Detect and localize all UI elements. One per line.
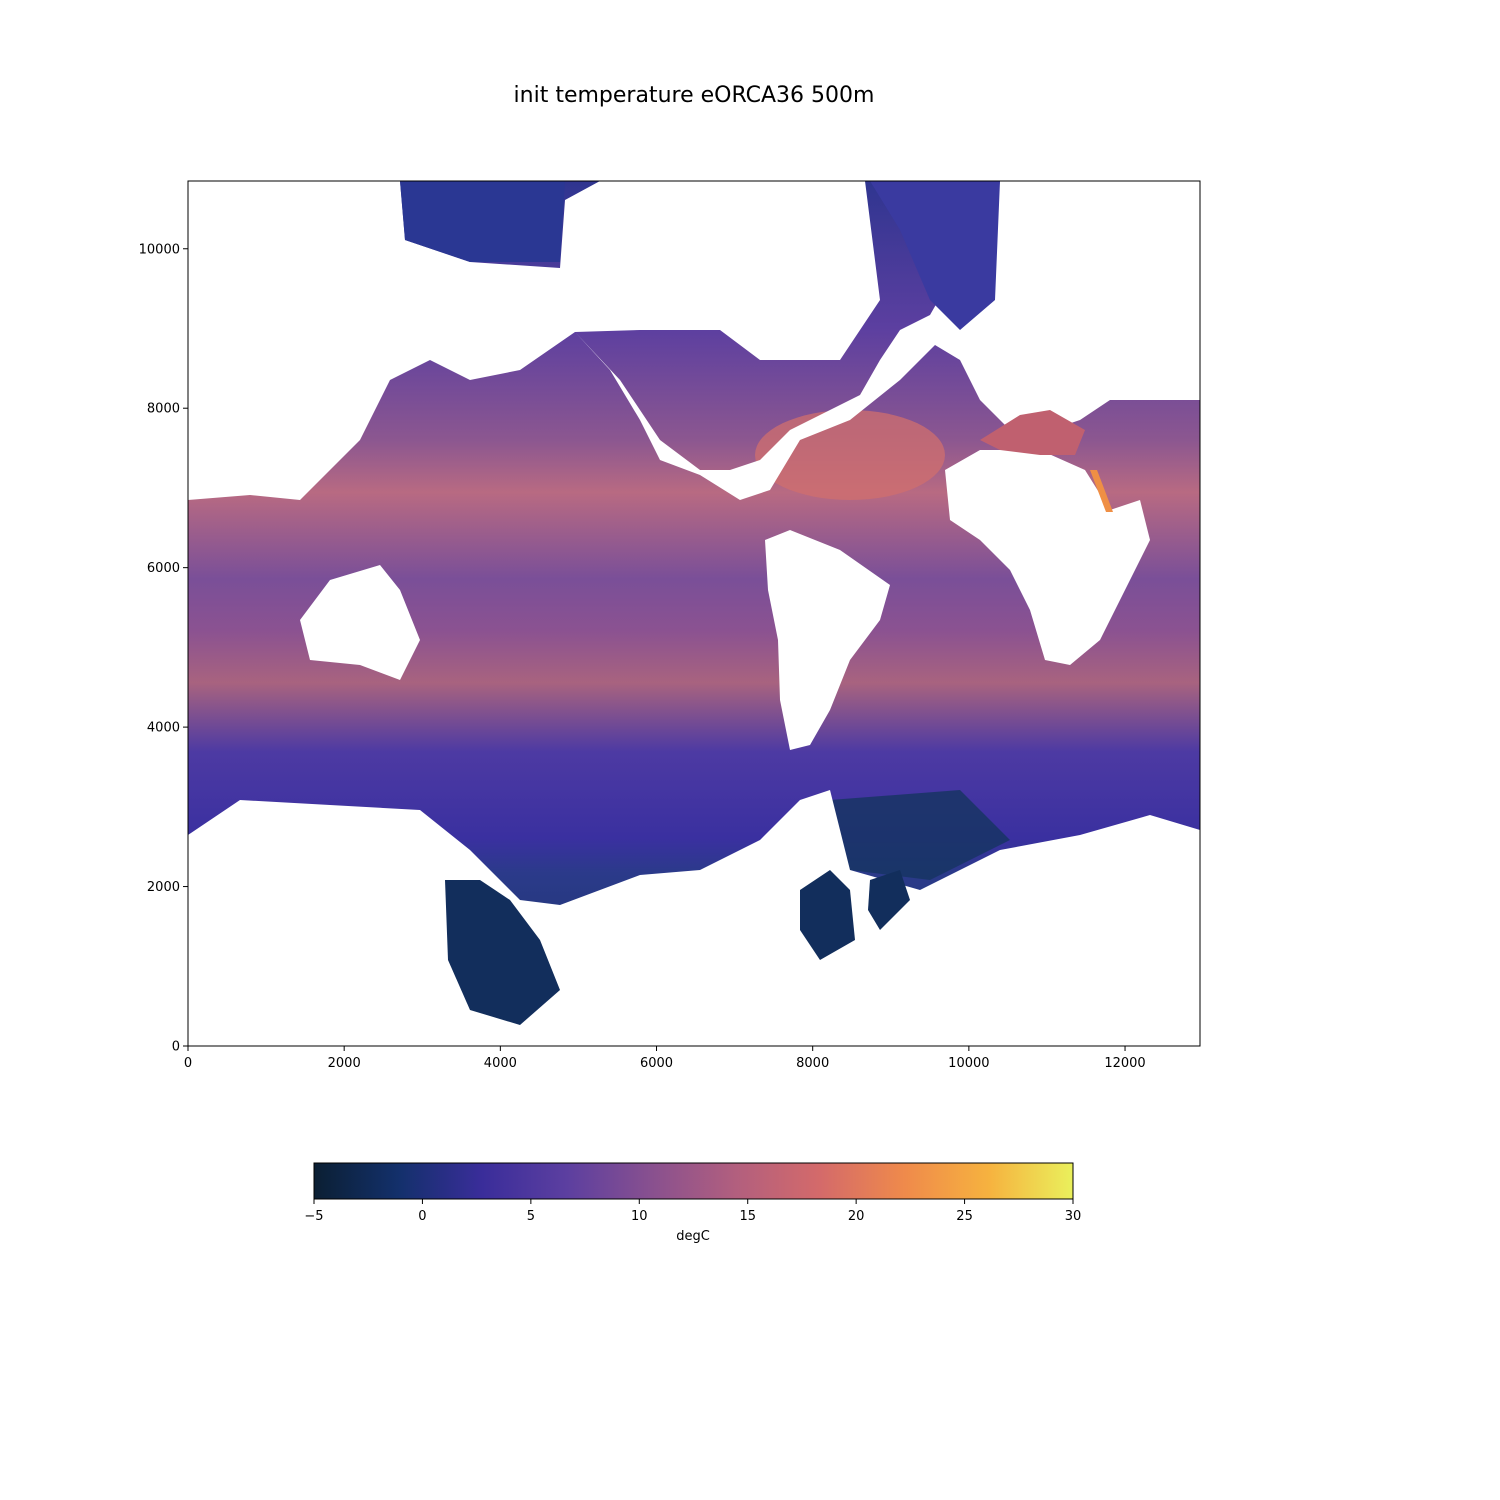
y-tick-label: 10000 — [139, 242, 180, 257]
y-axis: 0 2000 4000 6000 8000 10000 — [139, 242, 188, 1055]
x-tick-label: 12000 — [1104, 1056, 1145, 1071]
colorbar-tick-label: −5 — [304, 1209, 323, 1224]
weddell-ross-cold-water — [830, 790, 1010, 880]
colorbar-gradient — [313, 1162, 1074, 1200]
arctic-basin — [400, 181, 565, 262]
nordic-seas — [870, 181, 1000, 330]
filchner-ronne-cavity — [800, 870, 855, 960]
land-africa — [945, 450, 1150, 665]
y-tick-label: 6000 — [147, 561, 180, 576]
amery-cavity — [868, 870, 910, 930]
x-axis: 0 2000 4000 6000 8000 10000 12000 — [184, 1046, 1146, 1071]
colorbar-label: degC — [676, 1229, 710, 1244]
red-sea — [1090, 470, 1113, 512]
plot-area — [187, 180, 1201, 1047]
colorbar-tick-label: 25 — [956, 1209, 973, 1224]
land-australia — [300, 565, 420, 680]
colorbar-tick-label: 5 — [527, 1209, 535, 1224]
land-antarctica — [188, 790, 1200, 1046]
colorbar-tick-label: 10 — [631, 1209, 648, 1224]
mediterranean-sea — [980, 410, 1085, 455]
y-tick-label: 2000 — [147, 880, 180, 895]
chart-title: init temperature eORCA36 500m — [514, 83, 875, 108]
colorbar-tick-label: 15 — [739, 1209, 756, 1224]
colorbar-ticks: −5 0 5 10 15 20 25 30 — [304, 1199, 1081, 1224]
y-tick-label: 8000 — [147, 402, 180, 417]
y-tick-label: 0 — [172, 1040, 180, 1055]
x-tick-label: 10000 — [948, 1056, 989, 1071]
land-mask — [188, 181, 1200, 1046]
colorbar-tick-label: 20 — [848, 1209, 865, 1224]
x-tick-label: 6000 — [640, 1056, 673, 1071]
x-tick-label: 4000 — [484, 1056, 517, 1071]
colorbar: −5 0 5 10 15 20 25 30 degC — [304, 1162, 1081, 1244]
x-tick-label: 2000 — [328, 1056, 361, 1071]
land-south-america — [765, 530, 890, 750]
y-tick-label: 4000 — [147, 721, 180, 736]
colorbar-tick-label: 30 — [1065, 1209, 1082, 1224]
x-tick-label: 8000 — [796, 1056, 829, 1071]
land-north-top — [188, 181, 880, 500]
ross-ice-shelf-cavity — [445, 880, 560, 1025]
plot-frame — [187, 180, 1201, 1047]
x-tick-label: 0 — [184, 1056, 192, 1071]
colorbar-tick-label: 0 — [418, 1209, 426, 1224]
